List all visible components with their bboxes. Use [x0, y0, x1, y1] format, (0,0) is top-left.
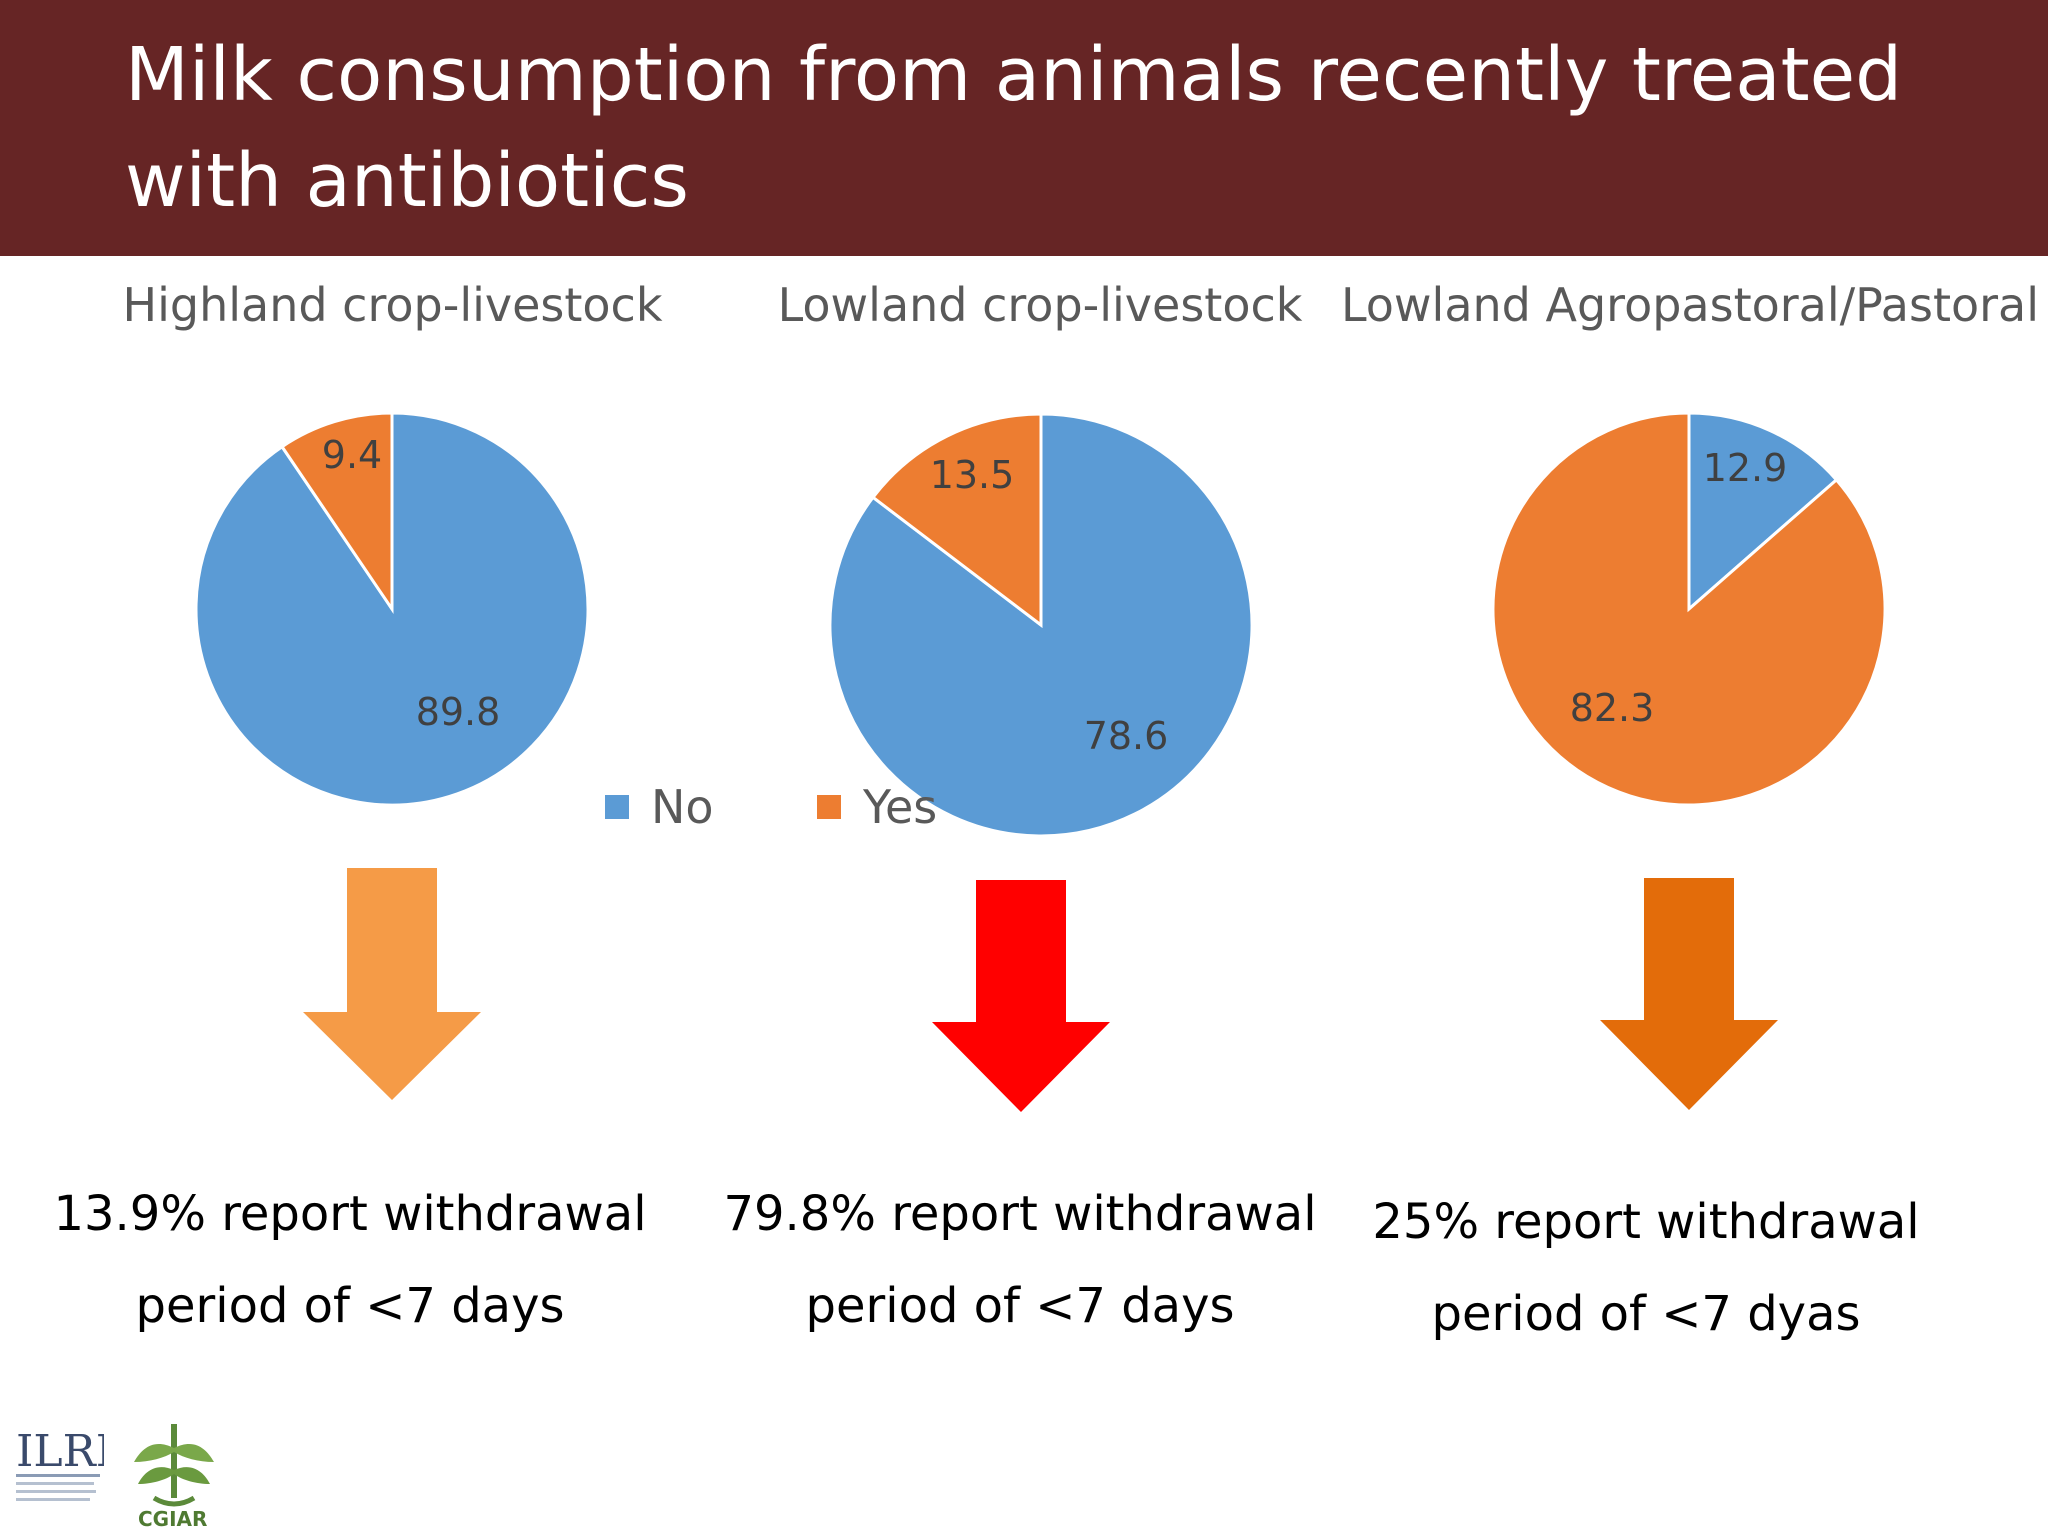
cgiar-logo: CGIAR: [134, 1424, 214, 1530]
pie-slice-agropastoral-no: [1687, 411, 1839, 613]
caption-highland: 13.9% report withdrawal period of <7 day…: [30, 1168, 670, 1352]
down-arrow-highland: [303, 868, 481, 1100]
caption-highland-line1: 13.9% report withdrawal: [53, 1186, 647, 1242]
data-label-agropastoral-no: 12.9: [1703, 446, 1788, 490]
caption-highland-line2: period of <7 days: [135, 1278, 565, 1334]
legend-label-no: No: [651, 780, 714, 834]
data-label-agropastoral-yes: 82.3: [1570, 686, 1655, 730]
slide-title: Milk consumption from animals recently t…: [125, 32, 1903, 224]
pie-title-lowland: Lowland crop-livestock: [777, 278, 1303, 332]
pie-slice-lowland-yes: [870, 412, 1043, 629]
ilri-logo: ILRI: [16, 1426, 104, 1501]
caption-agropastoral: 25% report withdrawal period of <7 dyas: [1326, 1176, 1966, 1360]
legend-swatch-no: [605, 795, 629, 819]
title-bar: Milk consumption from animals recently t…: [0, 0, 2048, 256]
caption-lowland-line1: 79.8% report withdrawal: [723, 1186, 1317, 1242]
legend-swatch-yes: [817, 795, 841, 819]
pie-slice-agropastoral-yes: [1491, 411, 1887, 807]
data-label-highland-yes: 9.4: [322, 433, 382, 477]
pie-title-highland: Highland crop-livestock: [122, 278, 663, 332]
pie-title-agropastoral: Lowland Agropastoral/Pastoral: [1340, 278, 2040, 332]
ilri-logo-text: ILRI: [16, 1426, 104, 1477]
legend-item-no: No: [605, 780, 714, 834]
legend-label-yes: Yes: [863, 780, 938, 834]
caption-lowland-line2: period of <7 days: [805, 1278, 1235, 1334]
cgiar-logo-text: CGIAR: [138, 1507, 207, 1530]
data-label-highland-no: 89.8: [416, 690, 501, 734]
down-arrow-agropastoral: [1600, 878, 1778, 1110]
pie-slice-highland-yes: [279, 411, 394, 614]
caption-lowland: 79.8% report withdrawal period of <7 day…: [700, 1168, 1340, 1352]
caption-agropastoral-line2: period of <7 dyas: [1431, 1286, 1861, 1342]
data-label-lowland-no: 78.6: [1084, 714, 1169, 758]
down-arrow-lowland: [932, 880, 1110, 1112]
legend-item-yes: Yes: [817, 780, 937, 834]
data-label-lowland-yes: 13.5: [930, 453, 1015, 497]
caption-agropastoral-line1: 25% report withdrawal: [1372, 1194, 1920, 1250]
